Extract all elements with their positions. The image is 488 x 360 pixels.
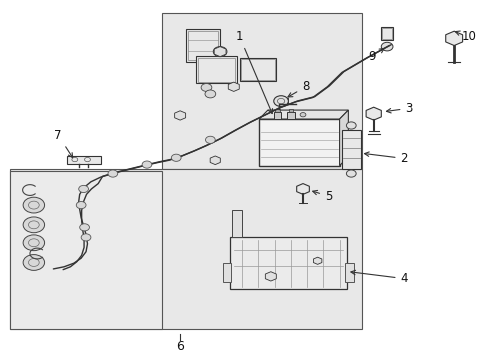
Bar [341,130,360,169]
Polygon shape [339,110,347,166]
Text: 8: 8 [287,80,309,97]
Circle shape [204,90,215,98]
Circle shape [171,154,181,161]
Bar [273,112,281,119]
Circle shape [80,224,89,231]
Bar [239,58,276,81]
Circle shape [273,96,288,107]
Circle shape [205,136,215,143]
Bar [161,13,361,169]
Text: 1: 1 [235,30,272,113]
Bar [382,28,391,39]
Text: 10: 10 [454,30,475,43]
Bar [275,109,279,112]
Text: 7: 7 [54,129,73,158]
Bar [10,171,161,329]
Circle shape [201,84,211,91]
Polygon shape [228,82,239,91]
Polygon shape [259,110,347,119]
Bar [197,58,235,82]
Bar [277,98,287,104]
Circle shape [23,235,44,251]
Circle shape [142,161,152,168]
Polygon shape [445,31,462,45]
Circle shape [381,42,392,51]
Text: 4: 4 [350,270,407,285]
Text: 9: 9 [368,49,383,63]
Polygon shape [313,257,321,264]
Circle shape [346,122,355,129]
Polygon shape [174,111,185,120]
Circle shape [76,202,86,209]
Circle shape [23,197,44,213]
Circle shape [213,46,226,57]
Polygon shape [265,272,276,281]
Polygon shape [214,46,225,57]
Polygon shape [366,107,381,120]
Bar [288,109,293,112]
Circle shape [108,170,118,177]
Bar [185,30,220,62]
Text: 3: 3 [386,102,412,115]
Text: 2: 2 [364,152,407,165]
Bar [344,264,353,282]
Polygon shape [210,156,220,165]
Bar [287,112,294,119]
Circle shape [79,185,88,193]
Bar [10,169,361,329]
Text: 5: 5 [312,190,332,203]
Circle shape [346,170,355,177]
Bar [66,156,101,164]
Text: 6: 6 [176,340,183,353]
Bar [195,56,237,83]
Circle shape [23,217,44,233]
Circle shape [300,113,305,117]
Bar [232,211,242,237]
Polygon shape [296,184,309,194]
Bar [259,119,339,166]
Bar [222,264,231,282]
Bar [229,237,346,289]
Circle shape [81,234,91,241]
Bar [380,27,392,40]
Bar [241,59,274,80]
Circle shape [23,255,44,270]
Bar [187,31,218,60]
